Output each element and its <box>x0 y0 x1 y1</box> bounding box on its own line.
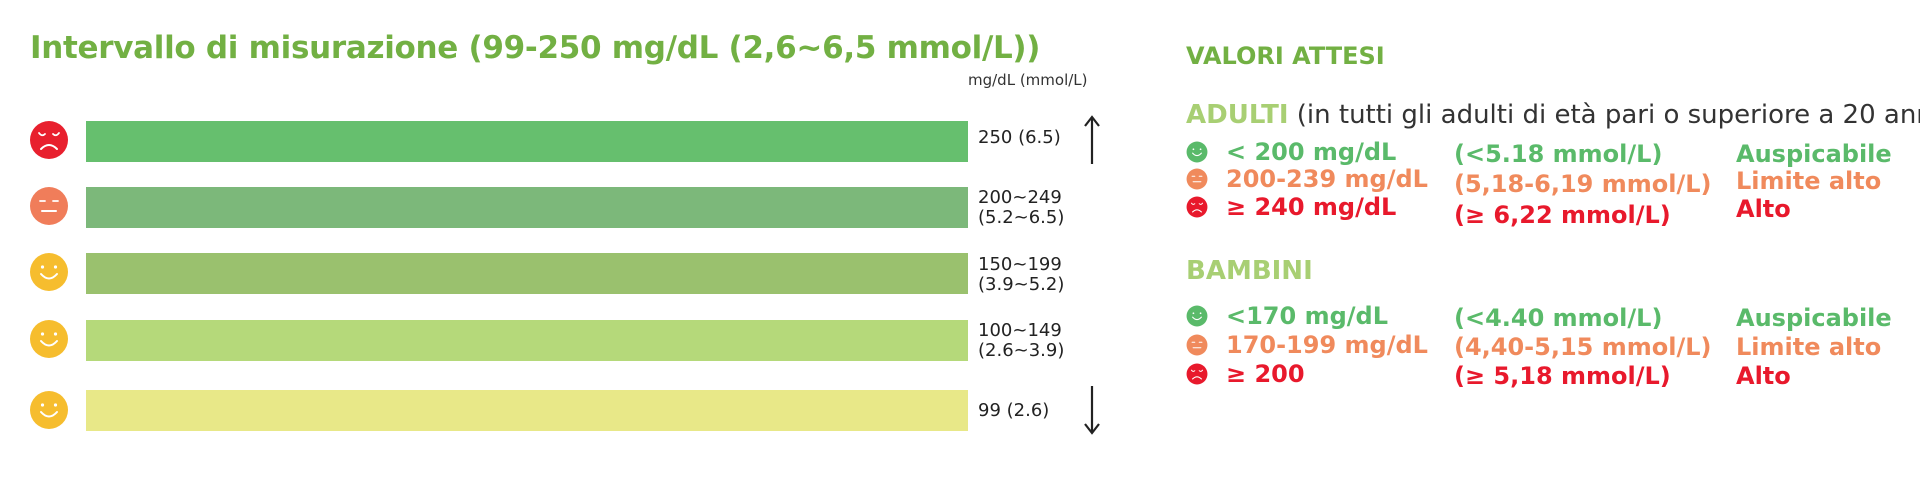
range-bar-200-249 <box>86 187 968 228</box>
mgdl-value: ≥ 240 mg/dL <box>1226 193 1397 221</box>
mgdl-value: <170 mg/dL <box>1226 302 1388 330</box>
mmol-value: (<4.40 mmol/L) <box>1454 304 1663 332</box>
status-label: Limite alto <box>1736 333 1882 361</box>
down-arrow-icon <box>1082 384 1102 436</box>
neutral-face-icon <box>1186 168 1208 190</box>
mmol-value: (<5.18 mmol/L) <box>1454 140 1663 168</box>
range-label-line1: 150~199 <box>978 254 1062 275</box>
range-label-line2: (3.9~5.2) <box>978 274 1065 295</box>
range-label-line1: 200~249 <box>978 187 1062 208</box>
expected-values-title: VALORI ATTESI <box>1186 42 1385 70</box>
neutral-face-icon <box>1186 334 1208 356</box>
mgdl-value: 170-199 mg/dL <box>1226 331 1428 359</box>
mgdl-value: < 200 mg/dL <box>1226 138 1397 166</box>
range-bar-150-199 <box>86 253 968 294</box>
range-label-line1: 250 (6.5) <box>978 127 1061 148</box>
adults-note: (in tutti gli adulti di età pari o super… <box>1288 100 1920 130</box>
mmol-value: (≥ 6,22 mmol/L) <box>1454 201 1671 229</box>
status-label: Auspicabile <box>1736 140 1892 168</box>
mgdl-value: ≥ 200 <box>1226 360 1305 388</box>
page-title: Intervallo di misurazione (99-250 mg/dL … <box>30 30 1041 66</box>
adults-row-borderline: 200-239 mg/dL (5,18-6,19 mmol/L) Limite … <box>1186 165 1906 198</box>
happy-face-icon <box>1186 141 1208 163</box>
children-label: BAMBINI <box>1186 256 1313 286</box>
range-label-line1: 99 (2.6) <box>978 400 1050 421</box>
unit-label: mg/dL (mmol/L) <box>968 71 1088 89</box>
adults-row-high: ≥ 240 mg/dL (≥ 6,22 mmol/L) Alto <box>1186 193 1906 229</box>
range-bar-100-149 <box>86 320 968 361</box>
up-arrow-icon <box>1082 114 1102 166</box>
status-label: Auspicabile <box>1736 304 1892 332</box>
range-bar-99 <box>86 390 968 431</box>
range-label-99: 99 (2.6) <box>978 401 1049 421</box>
mgdl-value: 200-239 mg/dL <box>1226 165 1428 193</box>
status-label: Alto <box>1736 195 1791 223</box>
children-row-desirable: <170 mg/dL (<4.40 mmol/L) Auspicabile <box>1186 302 1906 332</box>
happy-face-icon <box>29 319 69 359</box>
sad-face-icon <box>1186 196 1208 218</box>
status-label: Alto <box>1736 362 1791 390</box>
mmol-value: (≥ 5,18 mmol/L) <box>1454 362 1671 390</box>
sad-face-icon <box>1186 363 1208 385</box>
adults-label: ADULTI <box>1186 100 1289 130</box>
happy-face-icon <box>1186 305 1208 327</box>
mmol-value: (5,18-6,19 mmol/L) <box>1454 170 1712 198</box>
children-row-high: ≥ 200 (≥ 5,18 mmol/L) Alto <box>1186 360 1906 390</box>
neutral-face-icon <box>29 186 69 226</box>
adults-row-desirable: < 200 mg/dL (<5.18 mmol/L) Auspicabile <box>1186 138 1906 168</box>
range-label-line1: 100~149 <box>978 320 1062 341</box>
happy-face-icon <box>29 252 69 292</box>
range-label-250: 250 (6.5) <box>978 128 1061 148</box>
range-label-line2: (2.6~3.9) <box>978 340 1065 361</box>
children-heading: BAMBINI <box>1186 256 1313 286</box>
range-label-line2: (5.2~6.5) <box>978 207 1065 228</box>
range-label-150-199: 150~199 (3.9~5.2) <box>978 255 1064 295</box>
children-row-borderline: 170-199 mg/dL (4,40-5,15 mmol/L) Limite … <box>1186 331 1906 361</box>
adults-heading: ADULTI (in tutti gli adulti di età pari … <box>1186 100 1920 130</box>
range-bar-250 <box>86 121 968 162</box>
status-label: Limite alto <box>1736 167 1882 195</box>
happy-face-icon <box>29 390 69 430</box>
mmol-value: (4,40-5,15 mmol/L) <box>1454 333 1712 361</box>
range-label-100-149: 100~149 (2.6~3.9) <box>978 321 1064 361</box>
range-label-200-249: 200~249 (5.2~6.5) <box>978 188 1064 228</box>
sad-face-icon <box>29 120 69 160</box>
